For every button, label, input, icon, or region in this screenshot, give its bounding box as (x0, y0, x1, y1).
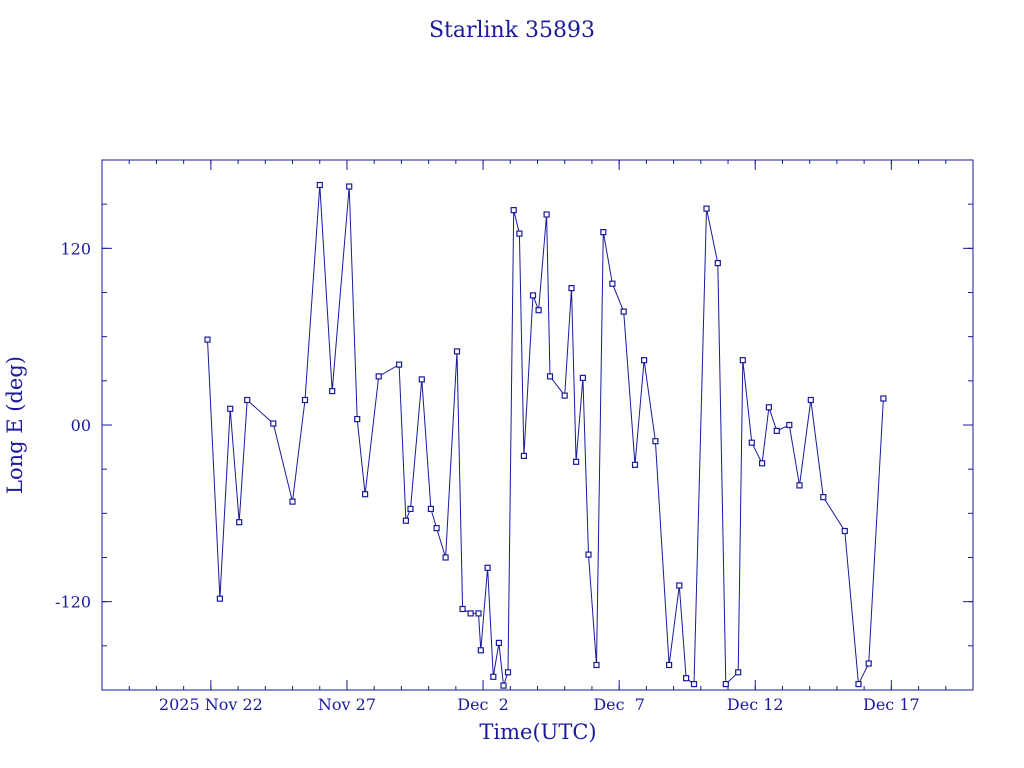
data-point (676, 582, 683, 589)
data-point (796, 482, 803, 489)
data-point (535, 307, 542, 314)
data-point (600, 229, 607, 236)
data-point (227, 405, 234, 412)
data-point (593, 661, 600, 669)
data-point (362, 491, 369, 498)
data-point (329, 388, 336, 395)
data-point (546, 373, 554, 380)
data-point (652, 438, 659, 445)
data-point (490, 673, 497, 680)
y-tick-label: 00 (71, 416, 91, 435)
data-point (442, 554, 449, 561)
data-point (841, 527, 848, 535)
data-point (289, 498, 296, 505)
x-axis-label: Time(UTC) (479, 720, 596, 744)
data-point (475, 610, 482, 617)
data-point (807, 396, 814, 404)
data-point (682, 675, 690, 682)
data-point (346, 183, 353, 190)
data-point (561, 392, 568, 399)
data-point (520, 452, 528, 459)
data-point (375, 373, 382, 380)
data-point (354, 416, 361, 423)
plot-area: 2025 Nov 22 Nov 27 Dec 2 Dec 7 Dec 12 Dec 17 1… (55, 159, 974, 714)
data-point (407, 505, 414, 512)
data-point (820, 494, 827, 501)
data-point (477, 647, 484, 654)
data-point (739, 357, 746, 364)
y-axis-label: Long E (deg) (3, 356, 27, 494)
y-tick-label: -120 (55, 593, 91, 612)
data-point (484, 564, 491, 571)
data-point (418, 376, 425, 383)
data-point (640, 357, 648, 364)
data-point (786, 421, 793, 429)
data-point (620, 308, 627, 315)
data-point (301, 396, 309, 404)
x-tick-label: Dec 12 (727, 695, 784, 714)
data-point (316, 181, 323, 189)
x-tick-label: Dec 17 (863, 695, 920, 714)
x-tick-label: Dec 2 (457, 695, 509, 714)
series-group (204, 181, 887, 689)
data-point (865, 660, 872, 667)
data-point (880, 395, 887, 402)
chart-title: Starlink 35893 (429, 18, 595, 43)
data-point (855, 680, 862, 688)
data-point (665, 661, 673, 669)
data-point (204, 336, 211, 343)
data-point (714, 260, 721, 267)
x-tick-label: 2025 Nov 22 (159, 695, 263, 714)
data-point (244, 396, 251, 404)
data-point (427, 505, 434, 512)
data-point (396, 361, 403, 368)
data-point (735, 669, 742, 676)
data-point (495, 639, 502, 647)
data-point (572, 458, 580, 465)
data-point (585, 551, 592, 558)
data-point (758, 460, 766, 467)
x-tick-label: Nov 27 (318, 695, 376, 714)
data-point (500, 682, 507, 689)
data-point (609, 280, 616, 287)
y-tick-label: 120 (60, 239, 91, 258)
data-point (543, 211, 550, 218)
data-point (433, 524, 440, 532)
data-point (765, 404, 773, 411)
data-point (773, 427, 780, 434)
data-point (453, 348, 461, 355)
data-point (504, 669, 512, 676)
data-point (579, 374, 587, 381)
data-point (631, 461, 639, 468)
data-point (216, 595, 223, 602)
data-point (510, 207, 517, 214)
data-point (748, 439, 755, 446)
data-point (568, 285, 575, 292)
data-point (402, 517, 409, 524)
data-point (722, 680, 729, 688)
data-point (516, 230, 523, 237)
series-line (207, 184, 884, 686)
data-point (703, 205, 710, 212)
data-point (529, 292, 537, 299)
data-point (270, 420, 277, 427)
data-point (236, 519, 243, 526)
plot-frame (101, 159, 974, 691)
data-point (690, 680, 698, 688)
x-tick-label: Dec 7 (593, 695, 645, 714)
data-point (467, 610, 474, 617)
data-point (459, 605, 466, 613)
